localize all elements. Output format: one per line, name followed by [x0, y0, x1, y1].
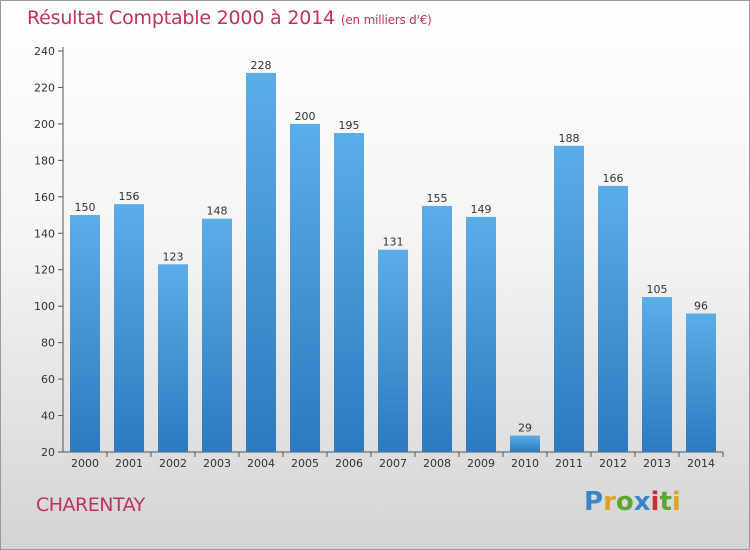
logo-letter: P — [584, 487, 604, 517]
y-tick-label: 100 — [34, 300, 55, 313]
proxiti-logo: Proxiti — [584, 487, 681, 517]
y-axis: 20 40 60 80 100 120 140 160 180 200 220 240 — [34, 45, 64, 459]
value-label-2008: 155 — [427, 192, 448, 205]
x-tick-label: 2003 — [203, 457, 231, 470]
x-tick-label: 2004 — [247, 457, 275, 470]
value-label-2005: 200 — [295, 110, 316, 123]
x-tick-label: 2010 — [511, 457, 539, 470]
bar-2011 — [554, 145, 584, 453]
x-tick-label: 2001 — [115, 457, 143, 470]
city-name: CHARENTAY — [36, 494, 145, 516]
logo-letter: r — [603, 487, 616, 517]
bar-2014 — [686, 313, 716, 452]
x-tick-label: 2006 — [335, 457, 363, 470]
bar-2006 — [334, 133, 364, 453]
value-label-2013: 105 — [647, 283, 668, 296]
y-tick-label: 160 — [34, 191, 55, 204]
bar-2009 — [466, 216, 496, 452]
bar-2012 — [598, 185, 628, 452]
logo-letter: i — [650, 487, 660, 517]
bar-2002 — [158, 264, 188, 452]
x-axis: 2000 2001 2002 2003 2004 2005 2006 2007 2008 2009… — [63, 451, 724, 470]
bar-2008 — [422, 205, 452, 452]
chart-title: Résultat Comptable 2000 à 2014 (en millie… — [27, 7, 432, 29]
y-tick-label: 180 — [34, 154, 55, 167]
y-tick-label: 40 — [41, 410, 55, 423]
value-label-2009: 149 — [471, 203, 492, 216]
value-label-2004: 228 — [251, 59, 272, 72]
y-tick-label: 80 — [41, 337, 55, 350]
value-label-2007: 131 — [383, 236, 404, 249]
x-tick-label: 2005 — [291, 457, 319, 470]
x-tick-label: 2013 — [643, 457, 671, 470]
bar-2013 — [642, 297, 672, 452]
y-tick-label: 60 — [41, 373, 55, 386]
value-label-2012: 166 — [603, 172, 624, 185]
x-tick-label: 2007 — [379, 457, 407, 470]
x-tick-label: 2009 — [467, 457, 495, 470]
value-label-2011: 188 — [559, 132, 580, 145]
bar-2001 — [114, 204, 144, 452]
chart-subtitle: (en milliers d'€) — [340, 13, 432, 27]
y-tick-label: 140 — [34, 227, 55, 240]
logo-letter: t — [659, 487, 672, 517]
chart-title-text: Résultat Comptable 2000 à 2014 — [27, 7, 335, 29]
value-label-2001: 156 — [119, 190, 140, 203]
bar-2004 — [246, 72, 276, 452]
x-tick-label: 2011 — [555, 457, 583, 470]
logo-letter: i — [671, 487, 681, 517]
logo-letter: o — [615, 487, 634, 517]
value-label-2003: 148 — [207, 205, 228, 218]
bar-2007 — [378, 249, 408, 452]
logo-letter: x — [633, 487, 651, 517]
y-tick-label: 120 — [34, 264, 55, 277]
y-tick-label: 200 — [34, 118, 55, 131]
x-tick-label: 2002 — [159, 457, 187, 470]
bar-2000 — [70, 215, 100, 452]
y-tick-label: 240 — [34, 45, 55, 58]
bars — [70, 72, 716, 453]
x-tick-label: 2008 — [423, 457, 451, 470]
value-label-2000: 150 — [75, 201, 96, 214]
bar-2005 — [290, 123, 320, 452]
x-tick-label: 2012 — [599, 457, 627, 470]
x-tick-label: 2014 — [687, 457, 715, 470]
bar-2010 — [510, 435, 540, 452]
y-tick-label: 20 — [41, 446, 55, 459]
value-label-2010: 29 — [518, 422, 532, 435]
x-tick-label: 2000 — [71, 457, 99, 470]
y-tick-label: 220 — [34, 81, 55, 94]
value-label-2002: 123 — [163, 250, 184, 263]
value-label-2006: 195 — [339, 119, 360, 132]
value-labels: 150 156 123 148 228 200 195 131 155 149 29 188 166 10… — [75, 59, 709, 435]
bar-2003 — [202, 218, 232, 452]
value-label-2014: 96 — [694, 299, 708, 312]
